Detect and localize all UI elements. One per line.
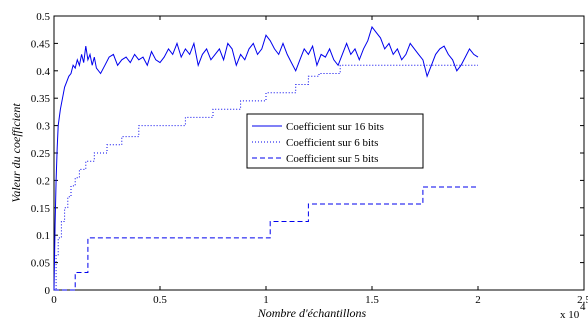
y-tick-label: 0.25 — [31, 148, 51, 160]
legend-box — [246, 113, 424, 169]
legend-label-16-bits: Coefficient sur 16 bits — [286, 121, 384, 133]
x-multiplier-exponent: 4 — [580, 301, 586, 313]
x-multiplier: x 10 — [560, 309, 580, 321]
y-tick-label: 0.15 — [31, 203, 51, 215]
x-tick-label: 0 — [51, 294, 57, 306]
y-tick-label: 0.35 — [31, 93, 51, 105]
x-axis-label: Nombre d'échantillons — [257, 306, 367, 320]
series-6-bits-line — [54, 64, 478, 291]
y-tick-label: 0.1 — [36, 230, 50, 242]
legend-label-6-bits: Coefficient sur 6 bits — [286, 137, 378, 149]
y-tick-label: 0.2 — [36, 175, 50, 187]
x-tick-label: 1 — [263, 294, 269, 306]
x-tick-label: 0.5 — [153, 294, 167, 306]
x-tick-label: 1.5 — [365, 294, 379, 306]
y-tick-label: 0.5 — [36, 11, 50, 23]
legend: Coefficient sur 16 bits Coefficient sur … — [246, 113, 424, 169]
x-tick-label: 2.5 — [577, 294, 588, 306]
y-tick-label: 0.45 — [31, 38, 51, 50]
y-tick-label: 0.3 — [36, 121, 50, 133]
series-5-bits-line — [54, 186, 478, 291]
x-tick-label: 2 — [475, 294, 481, 306]
series-group — [53, 25, 479, 291]
x-axis-ticks: 0 0.5 1 1.5 2 2.5 — [51, 16, 588, 306]
y-axis-label: Valeur du coefficient — [9, 103, 23, 203]
y-tick-label: 0.4 — [36, 66, 50, 78]
y-axis-ticks: 0 0.05 0.1 0.15 0.2 0.25 0.3 0.35 0.4 0.45 0.5 — [31, 11, 584, 297]
series-16-bits-line — [53, 25, 479, 291]
legend-label-5-bits: Coefficient sur 5 bits — [286, 153, 378, 165]
y-tick-label: 0.05 — [31, 258, 51, 270]
y-tick-label: 0 — [45, 285, 51, 297]
